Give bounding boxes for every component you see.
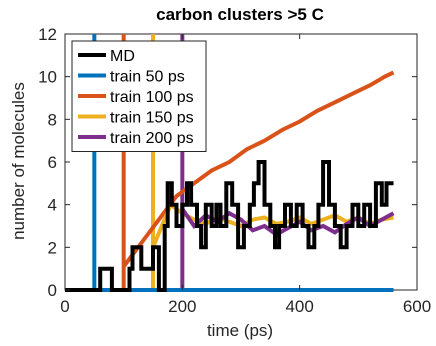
y-tick-label: 0: [48, 281, 57, 300]
x-tick-label: 200: [168, 297, 196, 316]
legend: MD train 50 ps train 100 ps train 150 ps tra…: [71, 40, 207, 152]
x-tick-label: 600: [403, 297, 431, 316]
x-tick-label: 0: [60, 297, 69, 316]
y-tick-label: 4: [48, 196, 57, 215]
y-tick-label: 2: [48, 238, 57, 257]
y-tick-label: 6: [48, 153, 57, 172]
y-tick-label: 12: [38, 25, 57, 44]
x-tick-label: 400: [285, 297, 313, 316]
legend-label-train-150-ps: train 150 ps: [110, 110, 194, 127]
x-axis-label: time (ps): [207, 321, 273, 340]
series-line-MD: [65, 160, 394, 292]
y-tick-label: 8: [48, 110, 57, 129]
y-axis-label: number of molecules: [9, 82, 28, 240]
legend-label-MD: MD: [110, 48, 135, 65]
axis-layer: 0 2 4 6 8 10 12 0 200 400 600: [38, 25, 431, 316]
y-tick-label: 10: [38, 68, 57, 87]
legend-label-train-100-ps: train 100 ps: [110, 89, 194, 106]
legend-label-train-50-ps: train 50 ps: [110, 69, 185, 86]
chart-title: carbon clusters >5 C: [156, 5, 324, 24]
legend-label-train-200-ps: train 200 ps: [110, 130, 194, 147]
